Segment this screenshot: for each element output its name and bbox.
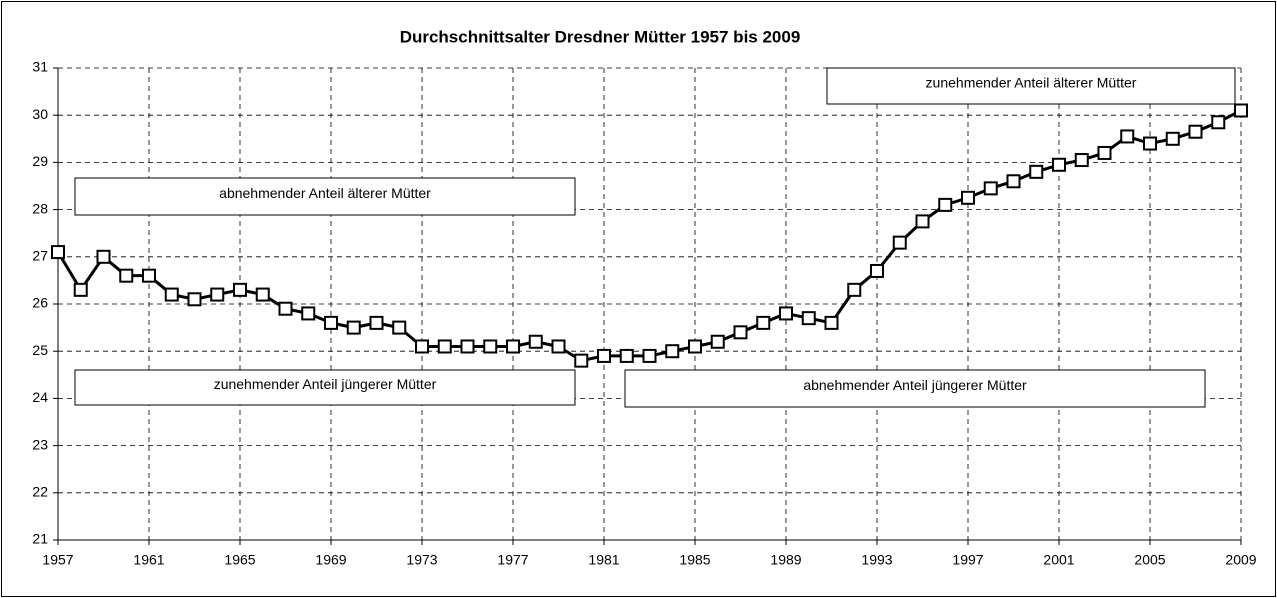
marker	[892, 235, 907, 250]
marker	[1143, 136, 1157, 151]
marker	[278, 301, 293, 316]
marker	[1165, 131, 1180, 146]
chart-title: Durchschnittsalter Dresdner Mütter 1957 …	[400, 27, 801, 46]
marker	[346, 320, 361, 335]
x-tick-label: 1961	[133, 552, 164, 568]
marker	[1029, 164, 1044, 179]
y-tick-label: 24	[32, 389, 48, 405]
marker	[551, 339, 566, 354]
x-tick-label: 1981	[588, 552, 619, 568]
x-tick-label: 1977	[497, 552, 528, 568]
marker	[710, 334, 725, 349]
marker	[51, 245, 65, 260]
marker	[801, 311, 816, 326]
marker	[73, 282, 88, 297]
annotation: abnehmender Anteil jüngerer Mütter	[803, 377, 1027, 393]
marker	[642, 348, 657, 363]
annotation-box	[826, 67, 1236, 105]
x-tick-label: 2001	[1043, 552, 1074, 568]
marker	[870, 263, 884, 278]
annotation-box	[74, 369, 576, 406]
marker	[1052, 157, 1066, 172]
marker	[233, 282, 247, 297]
marker	[733, 325, 748, 340]
y-tick-label: 26	[32, 295, 48, 311]
y-tick-label: 27	[32, 248, 48, 264]
x-tick-label: 1985	[679, 552, 710, 568]
y-tick-label: 25	[32, 342, 48, 358]
annotation: zunehmender Anteil jüngerer Mütter	[214, 376, 437, 392]
marker	[756, 315, 771, 330]
x-tick-label: 1989	[770, 552, 801, 568]
marker	[460, 339, 475, 354]
marker	[96, 249, 111, 264]
marker	[961, 190, 975, 205]
annotation-box	[74, 177, 576, 216]
x-tick-label: 1969	[315, 552, 346, 568]
marker	[597, 348, 611, 363]
y-tick-label: 31	[32, 59, 48, 75]
marker	[1120, 129, 1135, 144]
marker	[415, 339, 429, 354]
marker	[324, 315, 338, 330]
y-tick-label: 21	[32, 531, 48, 547]
marker	[915, 214, 930, 229]
y-tick-label: 22	[32, 484, 48, 500]
marker	[392, 320, 407, 335]
marker	[938, 197, 953, 212]
annotation: zunehmender Anteil älterer Mütter	[926, 75, 1137, 91]
marker	[528, 334, 543, 349]
marker	[187, 292, 202, 307]
marker	[688, 339, 702, 354]
y-tick-label: 23	[32, 436, 48, 452]
marker	[1097, 145, 1112, 160]
x-tick-label: 1965	[224, 552, 255, 568]
marker	[506, 339, 520, 354]
marker	[210, 287, 225, 302]
marker	[369, 315, 384, 330]
x-tick-label: 1997	[952, 552, 983, 568]
marker	[1006, 174, 1021, 189]
annotation-box	[624, 369, 1206, 408]
marker	[301, 306, 316, 321]
marker	[1188, 124, 1203, 139]
marker	[824, 315, 839, 330]
marker	[1074, 153, 1089, 168]
x-tick-label: 1973	[406, 552, 437, 568]
marker	[574, 353, 589, 368]
marker	[437, 339, 452, 354]
marker	[1234, 103, 1248, 118]
y-tick-label: 30	[32, 106, 48, 122]
marker	[119, 268, 134, 283]
annotation: abnehmender Anteil älterer Mütter	[219, 185, 431, 201]
marker	[255, 287, 270, 302]
marker	[665, 344, 680, 359]
x-tick-label: 2005	[1134, 552, 1165, 568]
marker	[847, 282, 862, 297]
marker	[164, 287, 179, 302]
marker	[779, 306, 793, 321]
y-tick-label: 29	[32, 153, 48, 169]
x-tick-label: 1957	[42, 552, 73, 568]
marker	[142, 268, 156, 283]
y-tick-label: 28	[32, 200, 48, 216]
marker	[483, 339, 498, 354]
marker	[983, 181, 998, 196]
marker	[1211, 115, 1226, 130]
x-tick-label: 2009	[1225, 552, 1256, 568]
x-tick-label: 1993	[861, 552, 892, 568]
marker	[619, 348, 634, 363]
